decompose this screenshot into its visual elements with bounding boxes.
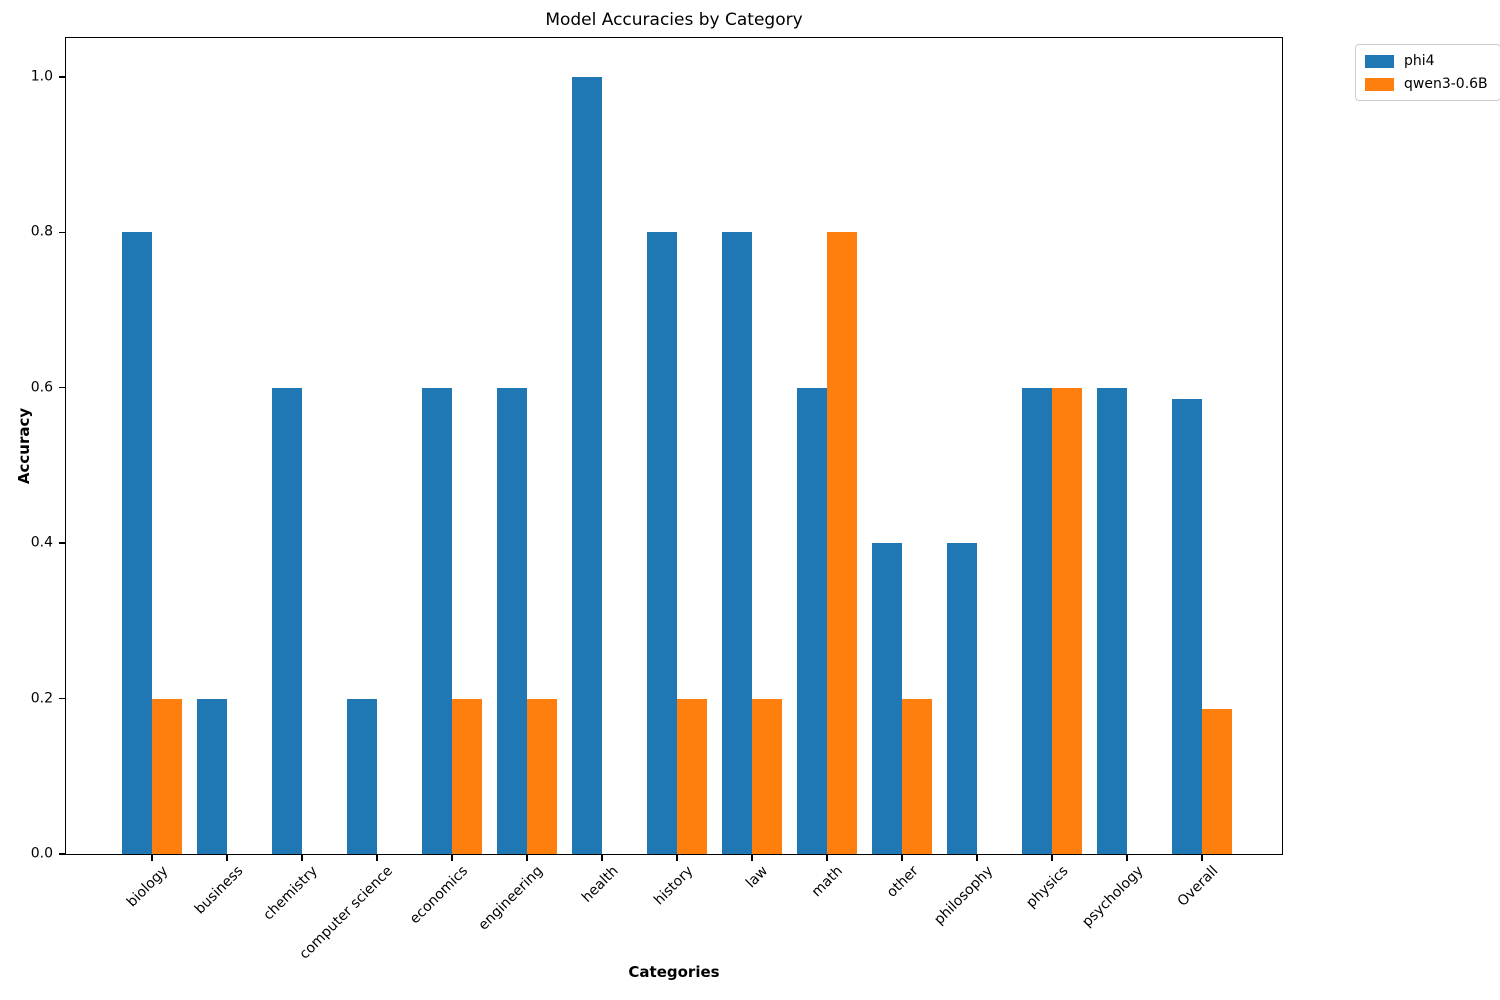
y-axis-tick	[59, 231, 66, 233]
x-tick-label-biology: biology	[123, 863, 172, 911]
y-axis-tick	[59, 542, 66, 544]
bar-qwen3-0.6B-history	[677, 698, 707, 854]
y-tick-label: 0.0	[30, 845, 53, 862]
y-tick-label: 0.4	[30, 534, 53, 551]
bar-qwen3-0.6B-other	[902, 698, 932, 854]
x-axis-tick	[601, 854, 603, 861]
bar-phi4-law	[722, 232, 752, 854]
legend-item-qwen3-0.6B: qwen3-0.6B	[1365, 76, 1488, 92]
x-tick-label-psychology: psychology	[1078, 863, 1147, 931]
bar-phi4-psychology	[1097, 387, 1127, 854]
x-tick-label-law: law	[743, 863, 772, 892]
bar-phi4-physics	[1022, 387, 1052, 854]
bar-qwen3-0.6B-math	[827, 232, 857, 854]
y-tick-label: 0.8	[30, 223, 53, 240]
x-axis-tick	[1201, 854, 1203, 861]
y-axis-tick	[59, 76, 66, 78]
plot-area: 0.0 0.2 0.4 0.6 0.8 1.0 biology business chemist…	[31, 37, 1283, 962]
x-axis-tick	[901, 854, 903, 861]
bar-phi4-other	[872, 543, 902, 854]
bar-phi4-biology	[122, 232, 152, 854]
legend-label-phi4: phi4	[1404, 53, 1435, 69]
bar-qwen3-0.6B-Overall	[1202, 709, 1232, 854]
x-tick-label-other: other	[883, 863, 922, 901]
x-tick-label-business: business	[191, 863, 247, 918]
x-axis-tick	[1051, 854, 1053, 861]
bar-phi4-business	[197, 698, 227, 854]
x-tick-label-physics: physics	[1023, 863, 1072, 912]
bar-qwen3-0.6B-law	[752, 698, 782, 854]
bar-phi4-Overall	[1172, 398, 1202, 854]
legend: phi4 qwen3-0.6B	[1355, 44, 1500, 101]
y-axis-tick	[59, 697, 66, 700]
x-axis-tick	[376, 854, 378, 861]
legend-swatch-phi4	[1365, 54, 1394, 68]
bar-phi4-philosophy	[947, 543, 977, 854]
bar-phi4-chemistry	[272, 387, 302, 854]
legend-swatch-qwen3-0.6B	[1365, 77, 1394, 91]
x-axis-tick	[151, 854, 153, 861]
x-tick-label-philosophy: philosophy	[931, 863, 997, 929]
bar-qwen3-0.6B-biology	[152, 698, 182, 854]
x-axis-tick	[526, 854, 528, 861]
legend-item-phi4: phi4	[1365, 53, 1488, 69]
bar-phi4-math	[797, 387, 827, 854]
y-tick-label: 0.6	[30, 379, 53, 396]
legend-label-qwen3-0.6B: qwen3-0.6B	[1404, 76, 1488, 92]
chart-title: Model Accuracies by Category	[545, 10, 803, 30]
bar-phi4-computer-science	[347, 698, 377, 854]
x-tick-label-engineering: engineering	[475, 863, 547, 934]
x-axis-tick	[826, 854, 828, 861]
bar-qwen3-0.6B-engineering	[527, 698, 557, 854]
bar-phi4-engineering	[497, 387, 527, 854]
bar-phi4-economics	[422, 387, 452, 854]
y-axis-tick	[59, 387, 66, 389]
y-axis-label: Accuracy	[15, 407, 33, 485]
x-axis-tick	[676, 854, 678, 861]
bar-phi4-health	[572, 76, 602, 854]
y-tick-label: 1.0	[30, 68, 53, 85]
y-tick-label: 0.2	[30, 690, 53, 707]
x-axis-tick	[976, 854, 978, 861]
x-tick-label-health: health	[578, 863, 622, 906]
bar-phi4-history	[647, 232, 677, 854]
x-tick-label-chemistry: chemistry	[260, 863, 322, 924]
x-tick-label-economics: economics	[407, 863, 472, 928]
bar-qwen3-0.6B-economics	[452, 698, 482, 854]
x-axis-tick	[301, 854, 303, 861]
x-axis-tick	[226, 854, 228, 861]
x-tick-label-math: math	[809, 863, 847, 901]
x-tick-label-history: history	[650, 863, 697, 909]
x-axis-label: Categories	[628, 963, 720, 981]
x-tick-label-Overall: Overall	[1174, 863, 1222, 910]
x-axis-tick	[751, 854, 753, 861]
x-axis-tick	[1126, 854, 1128, 861]
bar-qwen3-0.6B-physics	[1052, 387, 1082, 854]
y-axis-tick	[59, 853, 66, 855]
x-axis-tick	[451, 854, 453, 861]
